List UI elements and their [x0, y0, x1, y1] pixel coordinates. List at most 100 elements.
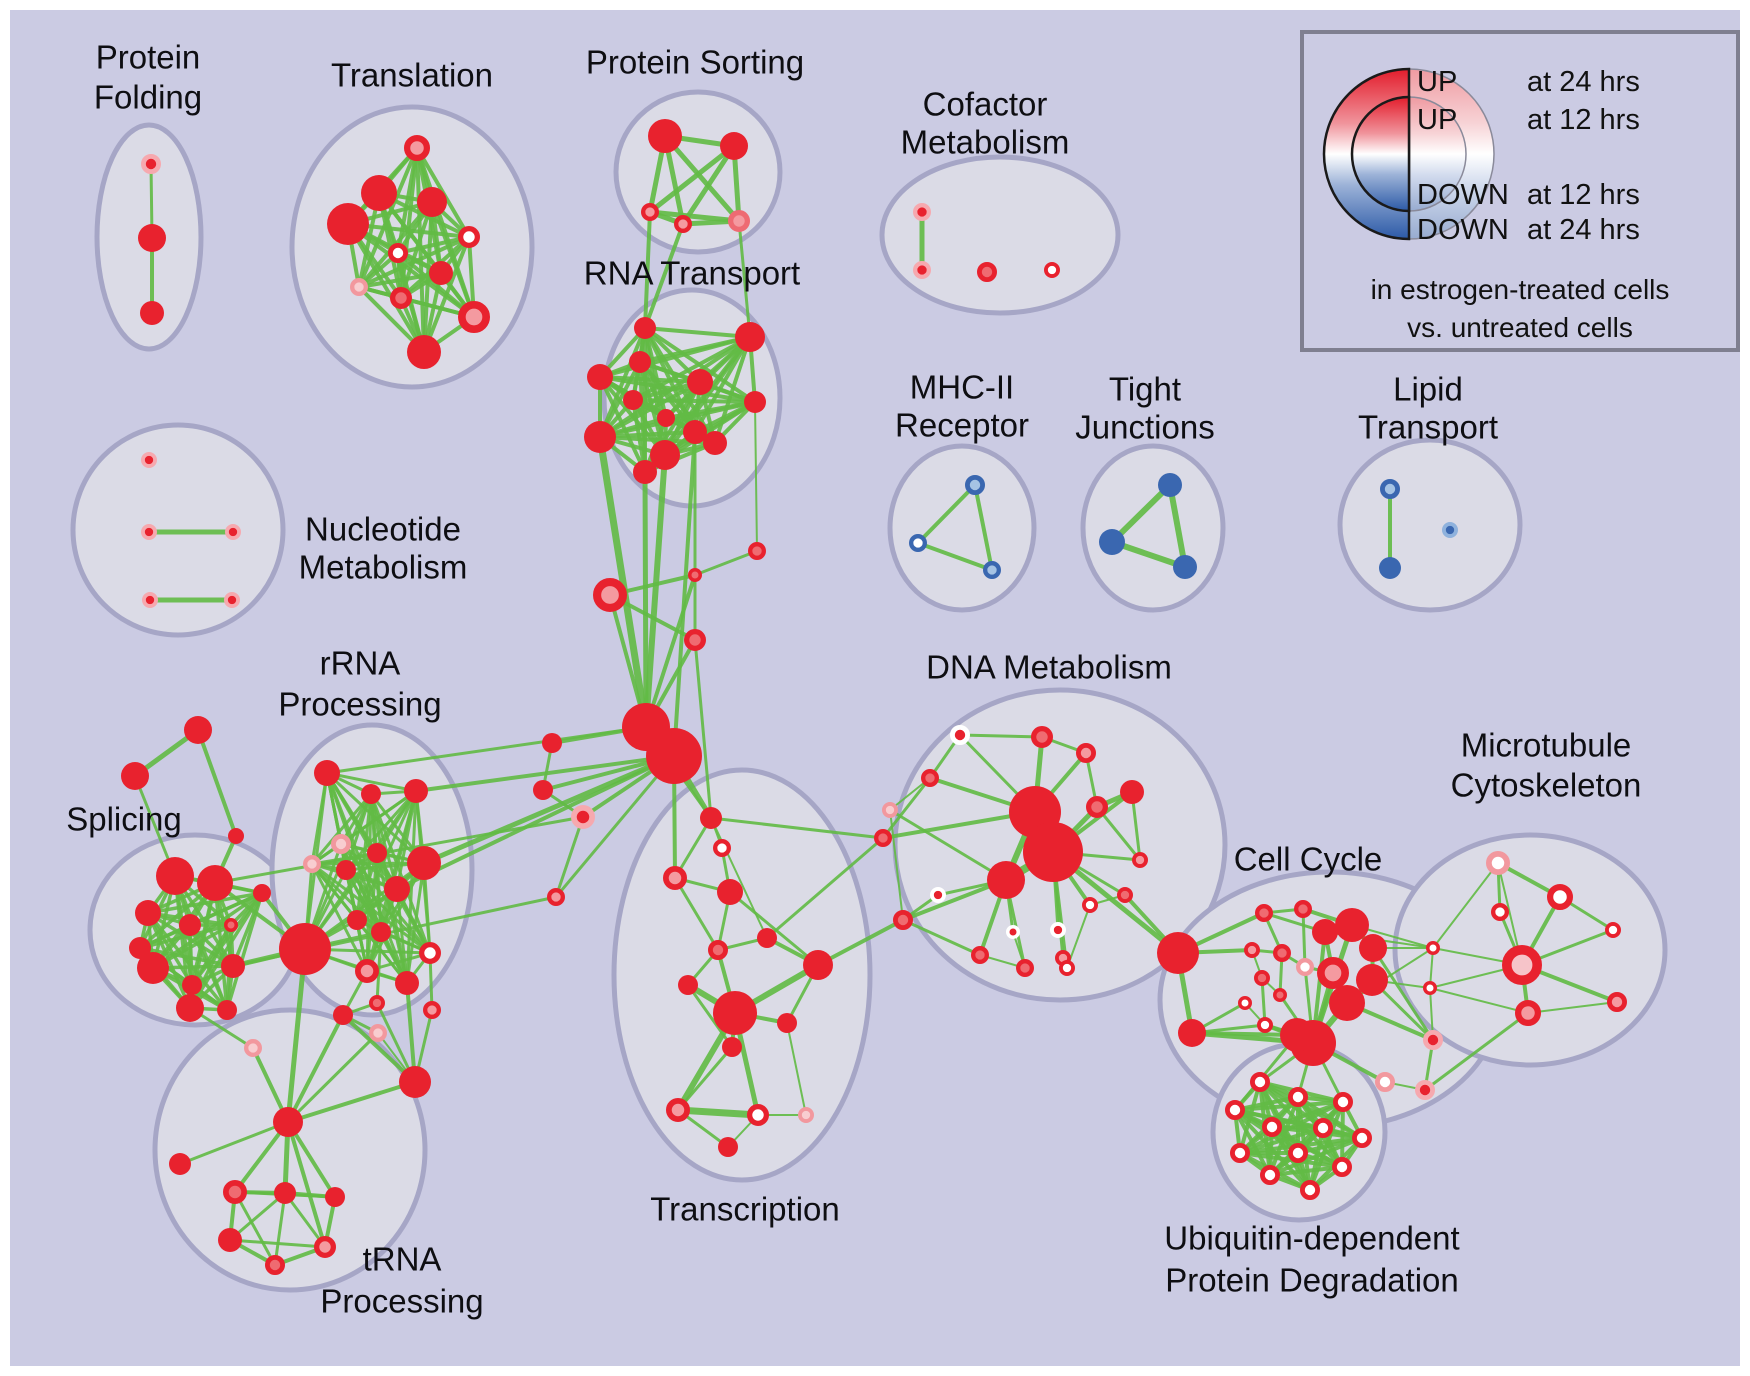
network-edge: [710, 817, 768, 939]
network-node: [713, 991, 757, 1035]
network-node: [908, 533, 927, 552]
network-node: [1059, 959, 1076, 976]
network-node: [1120, 780, 1144, 804]
cluster-ellipse-cofactor-metabolism: [879, 154, 1121, 316]
legend-term: UP: [1417, 104, 1458, 136]
network-edge: [754, 401, 758, 552]
cluster-label-microtubule-cytoskeleton: Cytoskeleton: [1451, 767, 1642, 804]
network-edge: [676, 1045, 734, 1112]
network-node: [1426, 941, 1440, 955]
network-node: [747, 1104, 770, 1127]
network-node: [1332, 1157, 1353, 1178]
network-node: [633, 460, 657, 484]
network-node: [803, 950, 833, 980]
network-node: [1023, 822, 1083, 882]
network-node: [881, 801, 898, 818]
network-node: [371, 922, 391, 942]
network-edge: [405, 981, 417, 1084]
network-node: [1329, 985, 1365, 1021]
cluster-label-tight-junctions: Junctions: [1075, 409, 1214, 446]
network-node: [1359, 934, 1387, 962]
network-node: [718, 1137, 738, 1157]
network-node: [1132, 851, 1149, 868]
legend-row-down-12: DOWN at 12 hrs: [1304, 175, 1736, 215]
network-node: [1546, 883, 1573, 910]
network-edge: [642, 469, 649, 730]
network-node: [140, 301, 164, 325]
network-edge: [341, 1013, 417, 1084]
network-node: [419, 942, 442, 965]
cluster-ellipse-trna-processing: [152, 1007, 428, 1293]
network-node: [1086, 796, 1109, 819]
network-node: [347, 910, 367, 930]
network-node: [1257, 1016, 1274, 1033]
network-node: [1607, 992, 1628, 1013]
network-edge: [693, 638, 713, 820]
network-node: [361, 175, 397, 211]
network-edge: [228, 1191, 287, 1242]
network-edge: [672, 430, 697, 758]
network-node: [1031, 726, 1054, 749]
network-node: [1379, 557, 1401, 579]
network-node: [197, 865, 233, 901]
network-edge: [286, 1080, 417, 1124]
network-node: [950, 725, 971, 746]
network-node: [728, 209, 751, 232]
network-node: [179, 914, 201, 936]
network-node: [137, 952, 169, 984]
network-node: [720, 132, 748, 160]
network-node: [1173, 555, 1197, 579]
network-node: [140, 153, 161, 174]
network-node: [279, 923, 331, 975]
network-node: [1502, 944, 1543, 985]
network-edge: [643, 210, 652, 330]
network-edge: [213, 815, 585, 885]
network-node: [314, 760, 340, 786]
network-node: [224, 523, 241, 540]
network-node: [666, 1098, 691, 1123]
network-edge: [888, 808, 1008, 882]
network-node: [135, 900, 161, 926]
network-node: [407, 846, 441, 880]
network-edge: [1527, 1001, 1618, 1014]
network-node: [429, 261, 453, 285]
network-node: [546, 887, 565, 906]
network-node: [1244, 941, 1261, 958]
network-node: [1300, 1180, 1321, 1201]
network-node: [403, 134, 430, 161]
cluster-label-protein-folding: Protein: [96, 39, 201, 76]
network-edge: [643, 222, 685, 330]
cluster-label-transcription: Transcription: [650, 1191, 840, 1228]
network-node: [977, 261, 998, 282]
network-edge: [286, 1013, 345, 1124]
network-node: [1250, 1072, 1271, 1093]
network-node: [333, 1005, 353, 1025]
network-node: [1288, 1087, 1309, 1108]
network-node: [650, 440, 680, 470]
network-node: [1099, 529, 1125, 555]
network-edge: [674, 1106, 762, 1119]
network-node: [1333, 1092, 1354, 1113]
network-node: [1255, 903, 1274, 922]
network-node: [384, 876, 410, 902]
cluster-ellipse-mhc-ii-receptor: [887, 443, 1037, 613]
network-node: [1117, 886, 1134, 903]
network-node: [336, 860, 356, 880]
cluster-label-trna-processing: Processing: [320, 1283, 483, 1320]
network-node: [330, 834, 351, 855]
network-edge: [325, 771, 418, 793]
network-node: [223, 1180, 248, 1205]
cluster-label-cofactor-metabolism: Metabolism: [901, 124, 1070, 161]
network-edge: [146, 911, 229, 1012]
network-node: [218, 1228, 242, 1252]
network-node: [657, 409, 675, 427]
network-node: [395, 971, 419, 995]
network-node: [640, 203, 659, 222]
network-node: [407, 335, 441, 369]
network-edge: [285, 946, 308, 1125]
network-edge: [916, 483, 977, 545]
cluster-label-nucleotide-metabolism: Nucleotide: [305, 511, 461, 548]
network-node: [912, 261, 931, 280]
network-edge: [375, 851, 383, 934]
network-edge: [889, 809, 904, 921]
